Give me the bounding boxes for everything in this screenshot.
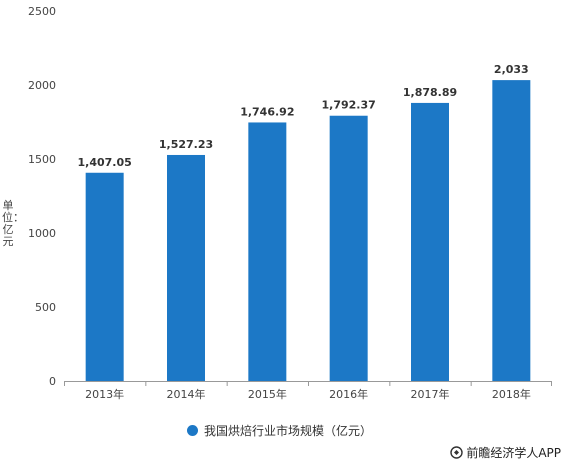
bar bbox=[329, 115, 368, 381]
bar bbox=[492, 80, 531, 381]
data-label: 1,527.23 bbox=[159, 138, 213, 151]
legend[interactable]: 我国烘焙行业市场规模（亿元） bbox=[187, 422, 372, 439]
bar bbox=[248, 122, 287, 381]
x-tick-label: 2016年 bbox=[329, 387, 368, 401]
data-label: 1,746.92 bbox=[240, 105, 294, 118]
x-tick-label: 2017年 bbox=[411, 387, 450, 401]
source-text: 前瞻经济学人APP bbox=[466, 446, 561, 460]
bar bbox=[411, 102, 449, 381]
bar bbox=[85, 172, 124, 381]
y-tick-label: 500 bbox=[35, 301, 56, 314]
source-footer: 前瞻经济学人APP bbox=[450, 444, 561, 461]
qianzhan-logo-icon bbox=[450, 446, 464, 459]
x-tick-label: 2015年 bbox=[248, 387, 287, 401]
x-tick-label: 2013年 bbox=[85, 387, 124, 401]
data-label: 2,033 bbox=[494, 63, 529, 76]
y-tick-label: 2500 bbox=[28, 5, 56, 18]
bar bbox=[167, 154, 205, 381]
legend-label: 我国烘焙行业市场规模（亿元） bbox=[204, 424, 373, 438]
x-tick-label: 2018年 bbox=[492, 387, 531, 401]
y-tick-label: 1500 bbox=[28, 153, 56, 166]
y-tick-label: 0 bbox=[49, 375, 56, 388]
data-label: 1,407.05 bbox=[78, 156, 132, 169]
legend-marker-icon bbox=[187, 425, 198, 436]
data-label: 1,792.37 bbox=[322, 99, 376, 112]
y-tick-label: 2000 bbox=[28, 79, 56, 92]
data-label: 1,878.89 bbox=[403, 86, 457, 99]
y-axis-label: 单位：亿元 bbox=[2, 199, 24, 248]
x-tick-label: 2014年 bbox=[167, 387, 206, 401]
y-tick-label: 1000 bbox=[28, 227, 56, 240]
